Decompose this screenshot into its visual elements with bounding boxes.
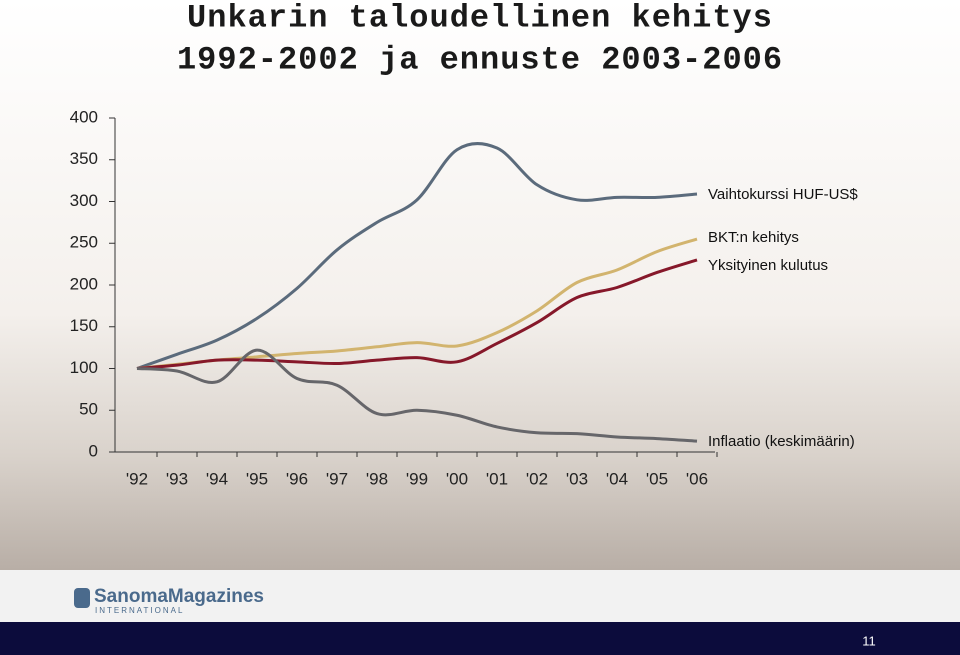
- x-tick-label: '96: [286, 469, 308, 488]
- y-tick-label: 300: [70, 191, 98, 210]
- x-tick-label: '06: [686, 469, 708, 488]
- x-tick-label: '05: [646, 469, 668, 488]
- chart-subtitle: 1992-2002 ja ennuste 2003-2006: [177, 41, 783, 78]
- logo-sub: INTERNATIONAL: [95, 606, 184, 615]
- y-tick-label: 250: [70, 233, 98, 252]
- x-tick-label: '03: [566, 469, 588, 488]
- x-tick-label: '04: [606, 469, 628, 488]
- series-line: [136, 348, 698, 443]
- x-tick-label: '93: [166, 469, 188, 488]
- logo: SanomaMagazines: [94, 586, 264, 607]
- y-tick-label: 350: [70, 149, 98, 168]
- x-tick-label: '99: [406, 469, 428, 488]
- x-tick-label: '00: [446, 469, 468, 488]
- x-tick-label: '01: [486, 469, 508, 488]
- y-tick-label: 200: [70, 274, 98, 293]
- y-tick-label: 150: [70, 316, 98, 335]
- series-line: [136, 258, 698, 370]
- x-tick-label: '97: [326, 469, 348, 488]
- chart-title: Unkarin taloudellinen kehitys: [187, 0, 773, 36]
- legend-label: Vaihtokurssi HUF-US$: [708, 186, 858, 203]
- legend-label: Yksityinen kulutus: [708, 257, 828, 274]
- x-tick-label: '95: [246, 469, 268, 488]
- legend-label: BKT:n kehitys: [708, 229, 799, 246]
- x-tick-label: '02: [526, 469, 548, 488]
- logo-icon: [74, 588, 90, 608]
- y-tick-label: 400: [70, 107, 98, 126]
- x-tick-label: '94: [206, 469, 228, 488]
- y-tick-label: 0: [89, 441, 98, 460]
- footer-band: [0, 570, 960, 622]
- page-number: 11: [862, 633, 876, 648]
- footer-bar: [0, 622, 960, 655]
- y-tick-label: 100: [70, 358, 98, 377]
- background-photo: [0, 0, 960, 570]
- legend-label: Inflaatio (keskimäärin): [708, 433, 855, 450]
- y-tick-label: 50: [79, 400, 98, 419]
- x-tick-label: '92: [126, 469, 148, 488]
- x-tick-label: '98: [366, 469, 388, 488]
- series-line: [136, 141, 698, 370]
